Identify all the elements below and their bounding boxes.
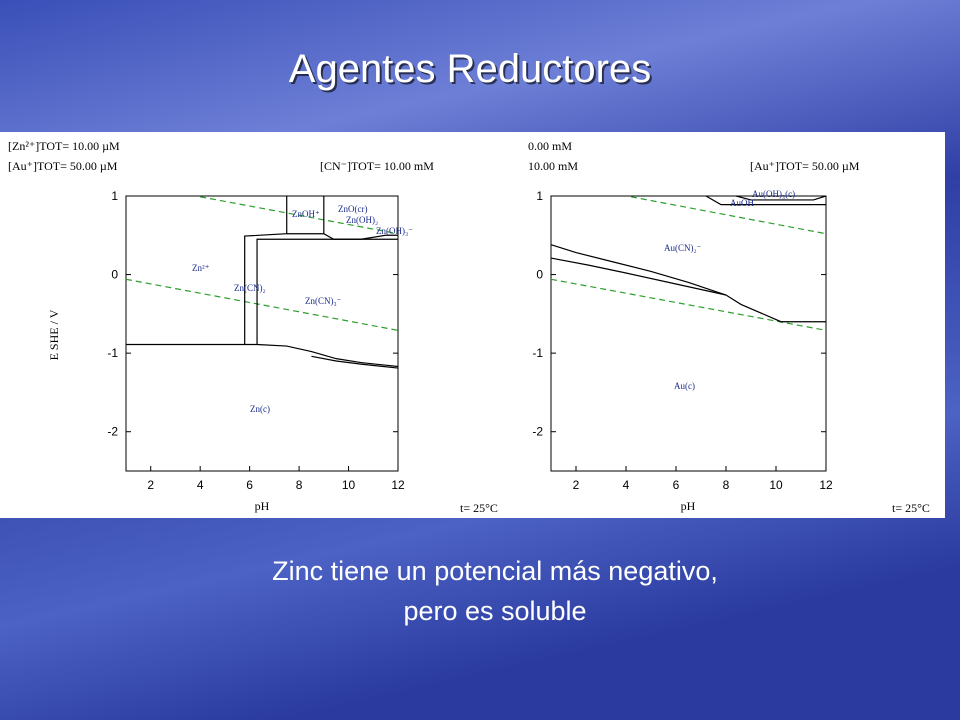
header-text: [Au⁺]TOT= 50.00 µM [750, 159, 860, 173]
plot-frame [550, 195, 827, 472]
x-tick-label: 8 [296, 478, 303, 492]
region-label: ZnO(cr) [338, 204, 367, 214]
temperature-text: t= 25°C [892, 501, 930, 515]
x-tick-label: 2 [147, 478, 154, 492]
boundary-line [550, 257, 727, 296]
boundary-line [200, 196, 399, 235]
region-label: Au(CN)₂⁻ [664, 243, 702, 253]
boundary-line [286, 233, 398, 240]
y-tick-label: -1 [107, 346, 118, 360]
x-tick-label: 6 [673, 478, 680, 492]
region-label: Zn²⁺ [192, 263, 210, 273]
y-tick-label: -1 [532, 346, 543, 360]
region-label: Zn(c) [250, 404, 270, 414]
boundary-line [125, 278, 399, 331]
region-label: Zn(CN)₃⁻ [305, 296, 342, 306]
x-tick-label: 8 [723, 478, 730, 492]
boundary-line [735, 195, 827, 201]
boundary-line [244, 196, 288, 345]
y-tick-label: -2 [532, 425, 543, 439]
x-tick-label: 2 [573, 478, 580, 492]
boundary-line [550, 244, 826, 323]
x-tick-label: 10 [342, 478, 356, 492]
region-label: Au(OH)₃(c) [752, 189, 795, 199]
boundary-line [311, 355, 399, 369]
boundary-line [126, 343, 399, 368]
temperature-text: t= 25°C [460, 501, 498, 515]
header-text: [Au⁺]TOT= 50.00 µM [8, 159, 118, 173]
header-text: 10.00 mM [528, 159, 578, 173]
x-axis-label: pH [255, 499, 270, 513]
x-axis-label: pH [681, 499, 696, 513]
figure-panel [0, 132, 945, 518]
boundary-line [630, 196, 827, 235]
title-shadow: Agentes Reductores [291, 49, 653, 93]
y-axis-label: E SHE / V [47, 309, 61, 360]
body-line: Zinc tiene un potencial más negativo, [272, 556, 718, 586]
region-label: Zn(CN)₂ [234, 283, 266, 293]
y-tick-label: 1 [111, 189, 118, 203]
region-label: Zn(OH)₂ [346, 215, 378, 225]
slide-title: Agentes Reductores [289, 47, 651, 91]
region-label: Au(c) [674, 381, 695, 391]
region-label: ZnOH⁺ [292, 209, 320, 219]
y-tick-label: -2 [107, 425, 118, 439]
header-text: [Zn²⁺]TOT= 10.00 µM [8, 139, 120, 153]
x-tick-label: 4 [623, 478, 630, 492]
plot-frame [125, 195, 399, 472]
x-tick-label: 6 [246, 478, 253, 492]
y-tick-label: 0 [536, 268, 543, 282]
body-line: pero es soluble [403, 596, 586, 626]
x-tick-label: 4 [197, 478, 204, 492]
y-tick-label: 0 [111, 268, 118, 282]
header-text: 0.00 mM [528, 139, 572, 153]
header-text: [CN⁻]TOT= 10.00 mM [320, 159, 434, 173]
x-tick-label: 12 [391, 478, 405, 492]
y-tick-label: 1 [536, 189, 543, 203]
boundary-line [705, 195, 826, 206]
x-tick-label: 10 [769, 478, 783, 492]
region-label: AuOH [730, 198, 754, 208]
x-tick-label: 12 [819, 478, 833, 492]
region-label: Zn(OH)₃⁻ [376, 226, 413, 236]
